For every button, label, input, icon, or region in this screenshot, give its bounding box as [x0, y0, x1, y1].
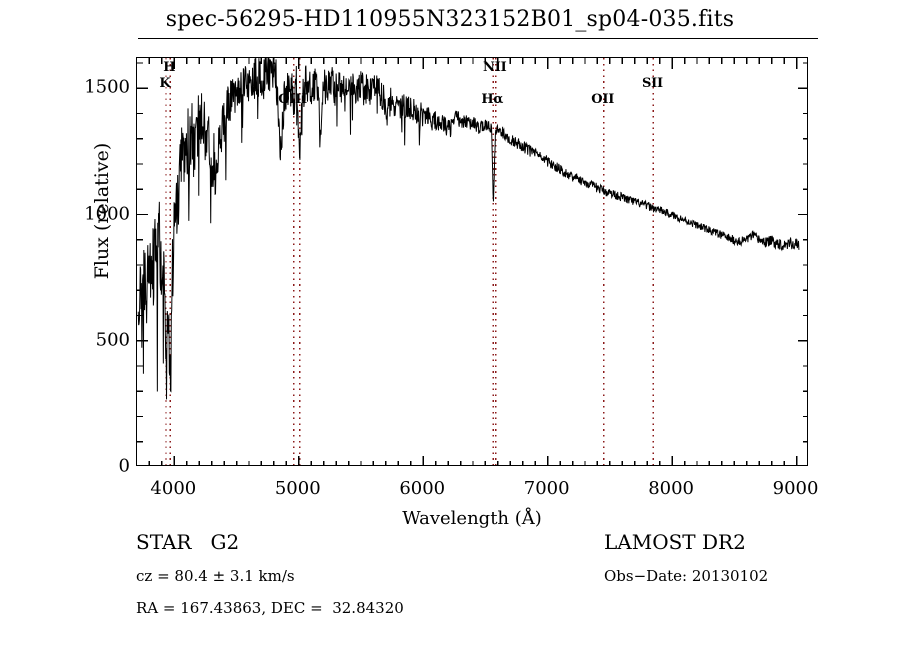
line-label-oiii: OIII — [278, 92, 308, 107]
y-tick-500: 500 — [95, 329, 130, 351]
x-tick-4000: 4000 — [150, 478, 197, 499]
x-tick-6000: 6000 — [399, 478, 446, 499]
plot-area — [136, 57, 808, 466]
object-type: STAR G2 — [136, 530, 240, 554]
y-tick-1500: 1500 — [84, 76, 130, 98]
metadata-footer: STAR G2 cz = 80.4 ± 3.1 km/s RA = 167.43… — [0, 530, 900, 640]
spectrum-svg — [137, 58, 807, 465]
x-tick-9000: 9000 — [772, 478, 819, 499]
line-label-k: K — [159, 76, 171, 91]
redshift-velocity: cz = 80.4 ± 3.1 km/s — [136, 567, 295, 585]
title-underline — [138, 38, 818, 39]
y-tick-0: 0 — [118, 455, 130, 477]
line-label-nii: NII — [483, 60, 507, 75]
x-tick-5000: 5000 — [274, 478, 321, 499]
y-axis-tick-labels: 0 500 1000 1500 — [60, 57, 130, 477]
x-axis-label: Wavelength (Å) — [402, 508, 542, 529]
line-label-hα: Hα — [481, 92, 504, 107]
observation-date: Obs−Date: 20130102 — [604, 567, 769, 585]
survey-name: LAMOST DR2 — [604, 530, 746, 554]
line-label-sii: SII — [641, 76, 663, 91]
page-title: spec-56295-HD110955N323152B01_sp04-035.f… — [165, 7, 735, 32]
x-tick-8000: 8000 — [648, 478, 695, 499]
line-label-h: H — [163, 60, 176, 75]
x-tick-7000: 7000 — [523, 478, 570, 499]
coordinates: RA = 167.43863, DEC = 32.84320 — [136, 599, 404, 617]
line-label-oii: OII — [591, 92, 615, 107]
y-tick-1000: 1000 — [84, 203, 130, 225]
